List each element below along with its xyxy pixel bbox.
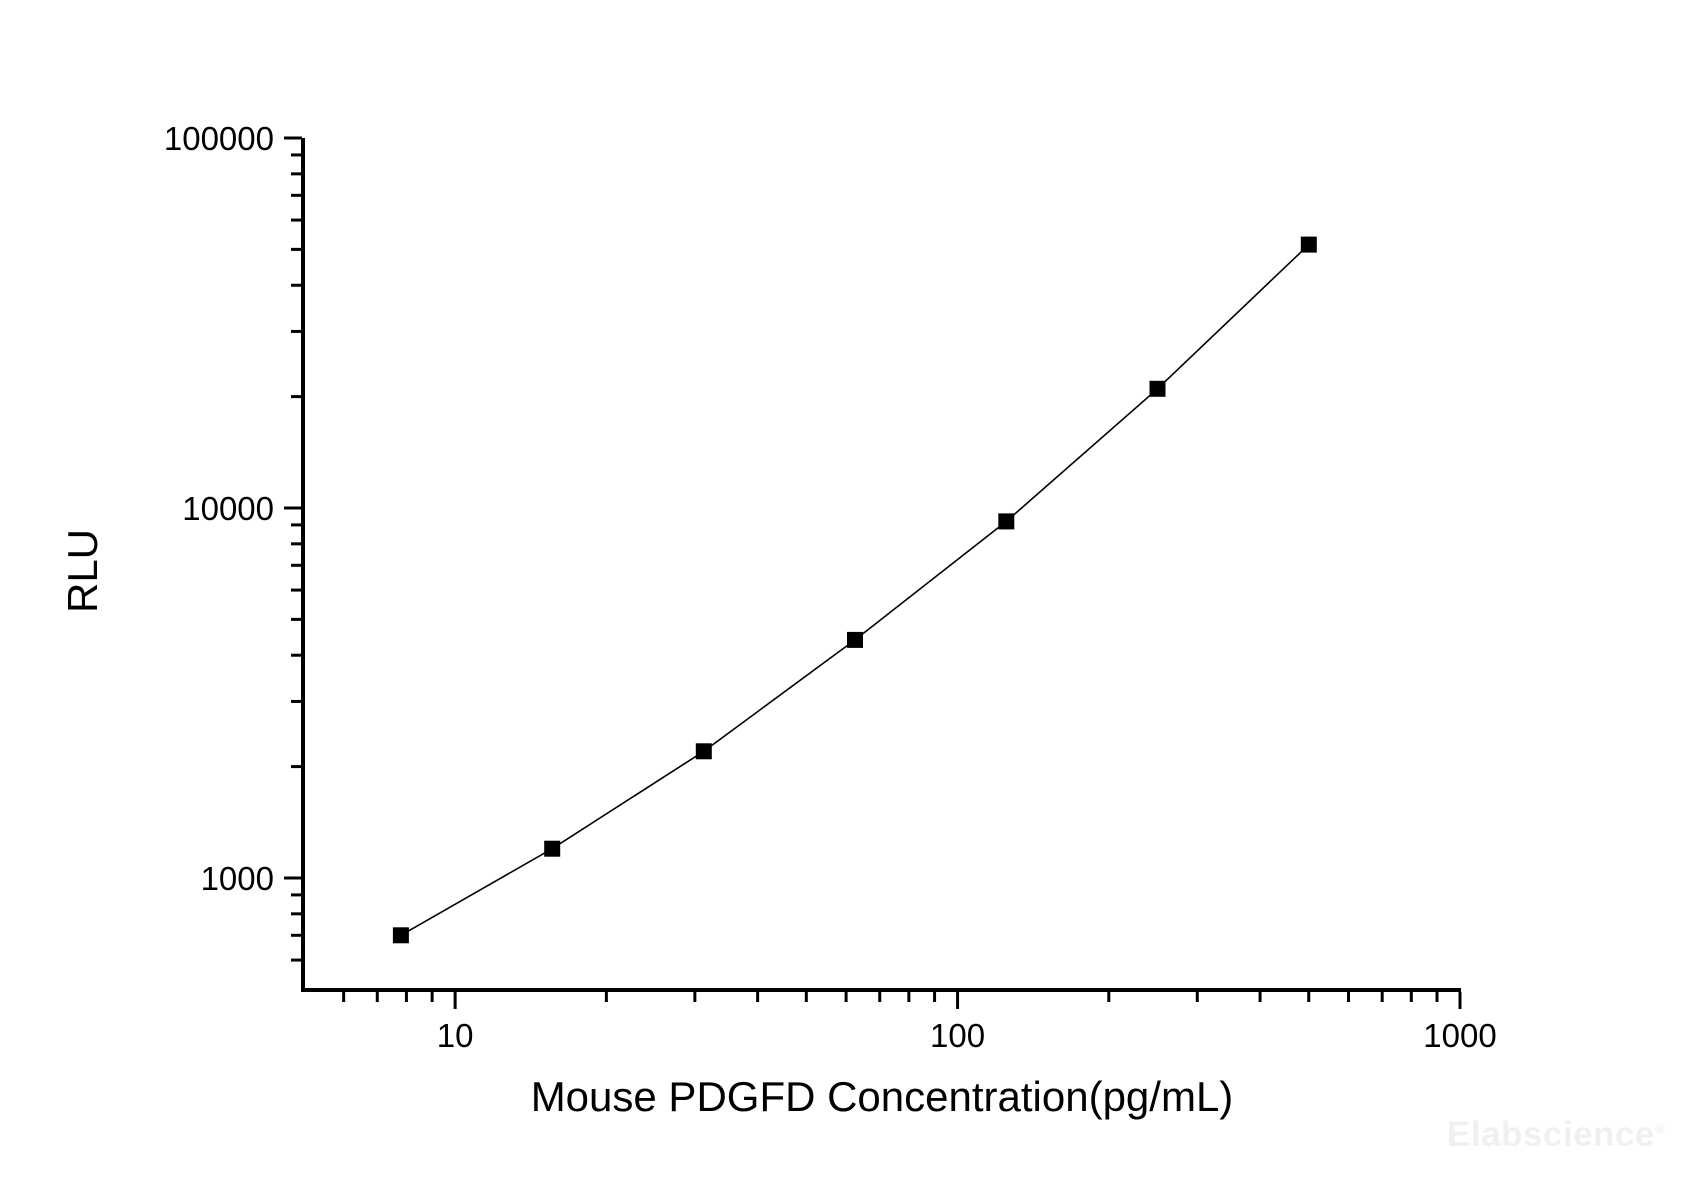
y-tick-label: 100000 [164,120,274,157]
data-point-marker [695,743,712,760]
x-tick-label: 100 [930,1017,985,1054]
data-point-marker [544,840,561,857]
standard-curve-line [400,244,1310,936]
registered-trademark-icon: ® [1654,1121,1665,1137]
y-axis-title: RLU [59,528,106,614]
data-point-marker [392,927,409,944]
watermark-text: Elabscience [1447,1115,1655,1154]
watermark-elabscience: Elabscience® [1447,1117,1665,1152]
y-tick-label: 1000 [201,860,274,897]
data-point-marker [998,513,1015,530]
x-tick-label: 10 [437,1017,474,1054]
y-tick-label: 10000 [182,490,274,527]
x-tick-label: 1000 [1423,1017,1496,1054]
data-point-marker [1300,236,1317,253]
x-axis-title: Mouse PDGFD Concentration(pg/mL) [530,1073,1234,1120]
data-point-marker [847,631,863,648]
data-point-marker [1149,380,1166,397]
